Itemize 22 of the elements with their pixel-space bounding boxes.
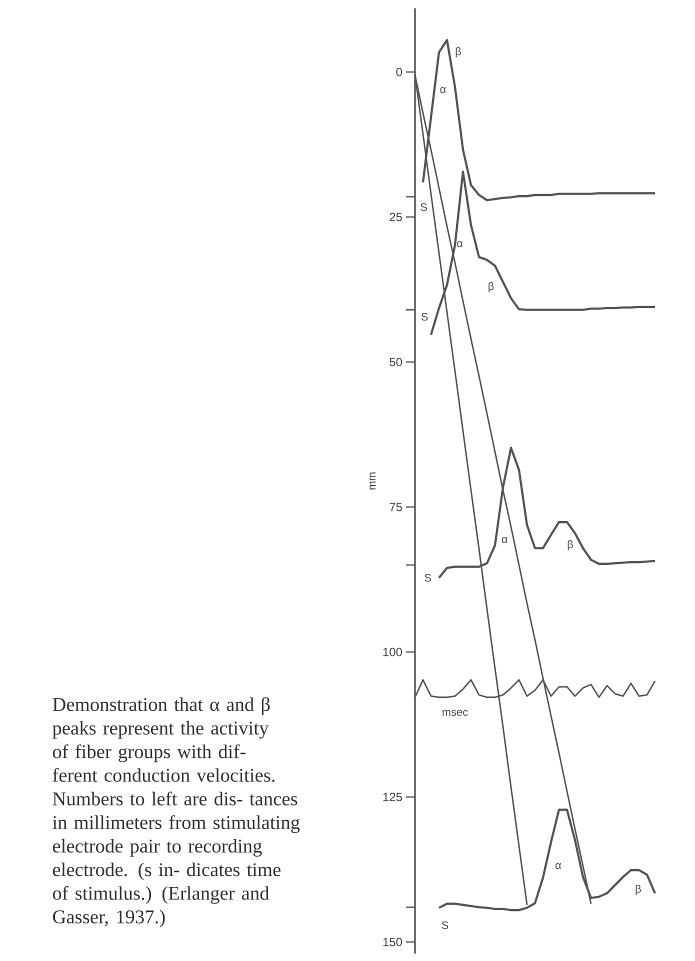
annotation: β bbox=[488, 282, 494, 292]
annotation: msec bbox=[442, 710, 468, 716]
annotation: S bbox=[442, 921, 448, 930]
annotation: β bbox=[568, 540, 573, 550]
text: Demonstration that α and β peaks represent the activity of fiber groups with dif- ferent conduction velocities. Numbers to left are dis- tances in millimeters from stimulating electrode pair to recording electrode. (s in- dicates time of stimulus.) (Erlanger and Gasser, 1937.) bbox=[52, 697, 300, 928]
y-tick-label: 100 bbox=[383, 648, 402, 656]
annotation: α bbox=[457, 241, 463, 248]
annotation: α bbox=[502, 537, 508, 544]
y-tick-label: 150 bbox=[383, 938, 402, 946]
annotation: S bbox=[421, 312, 428, 321]
y-axis-title: mm bbox=[370, 472, 376, 490]
y-tick-label: 0 bbox=[396, 68, 402, 76]
annotation: S bbox=[420, 203, 427, 212]
y-tick-label: 125 bbox=[383, 792, 402, 802]
annotation: α bbox=[555, 863, 562, 870]
y-tick-label: 25 bbox=[390, 212, 402, 222]
annotation: β bbox=[456, 47, 461, 58]
annotation: β bbox=[636, 884, 641, 895]
y-tick-label: 50 bbox=[390, 358, 402, 366]
annotation: S bbox=[424, 574, 431, 582]
y-tick-label: 75 bbox=[390, 502, 402, 512]
annotation: α bbox=[440, 86, 446, 94]
